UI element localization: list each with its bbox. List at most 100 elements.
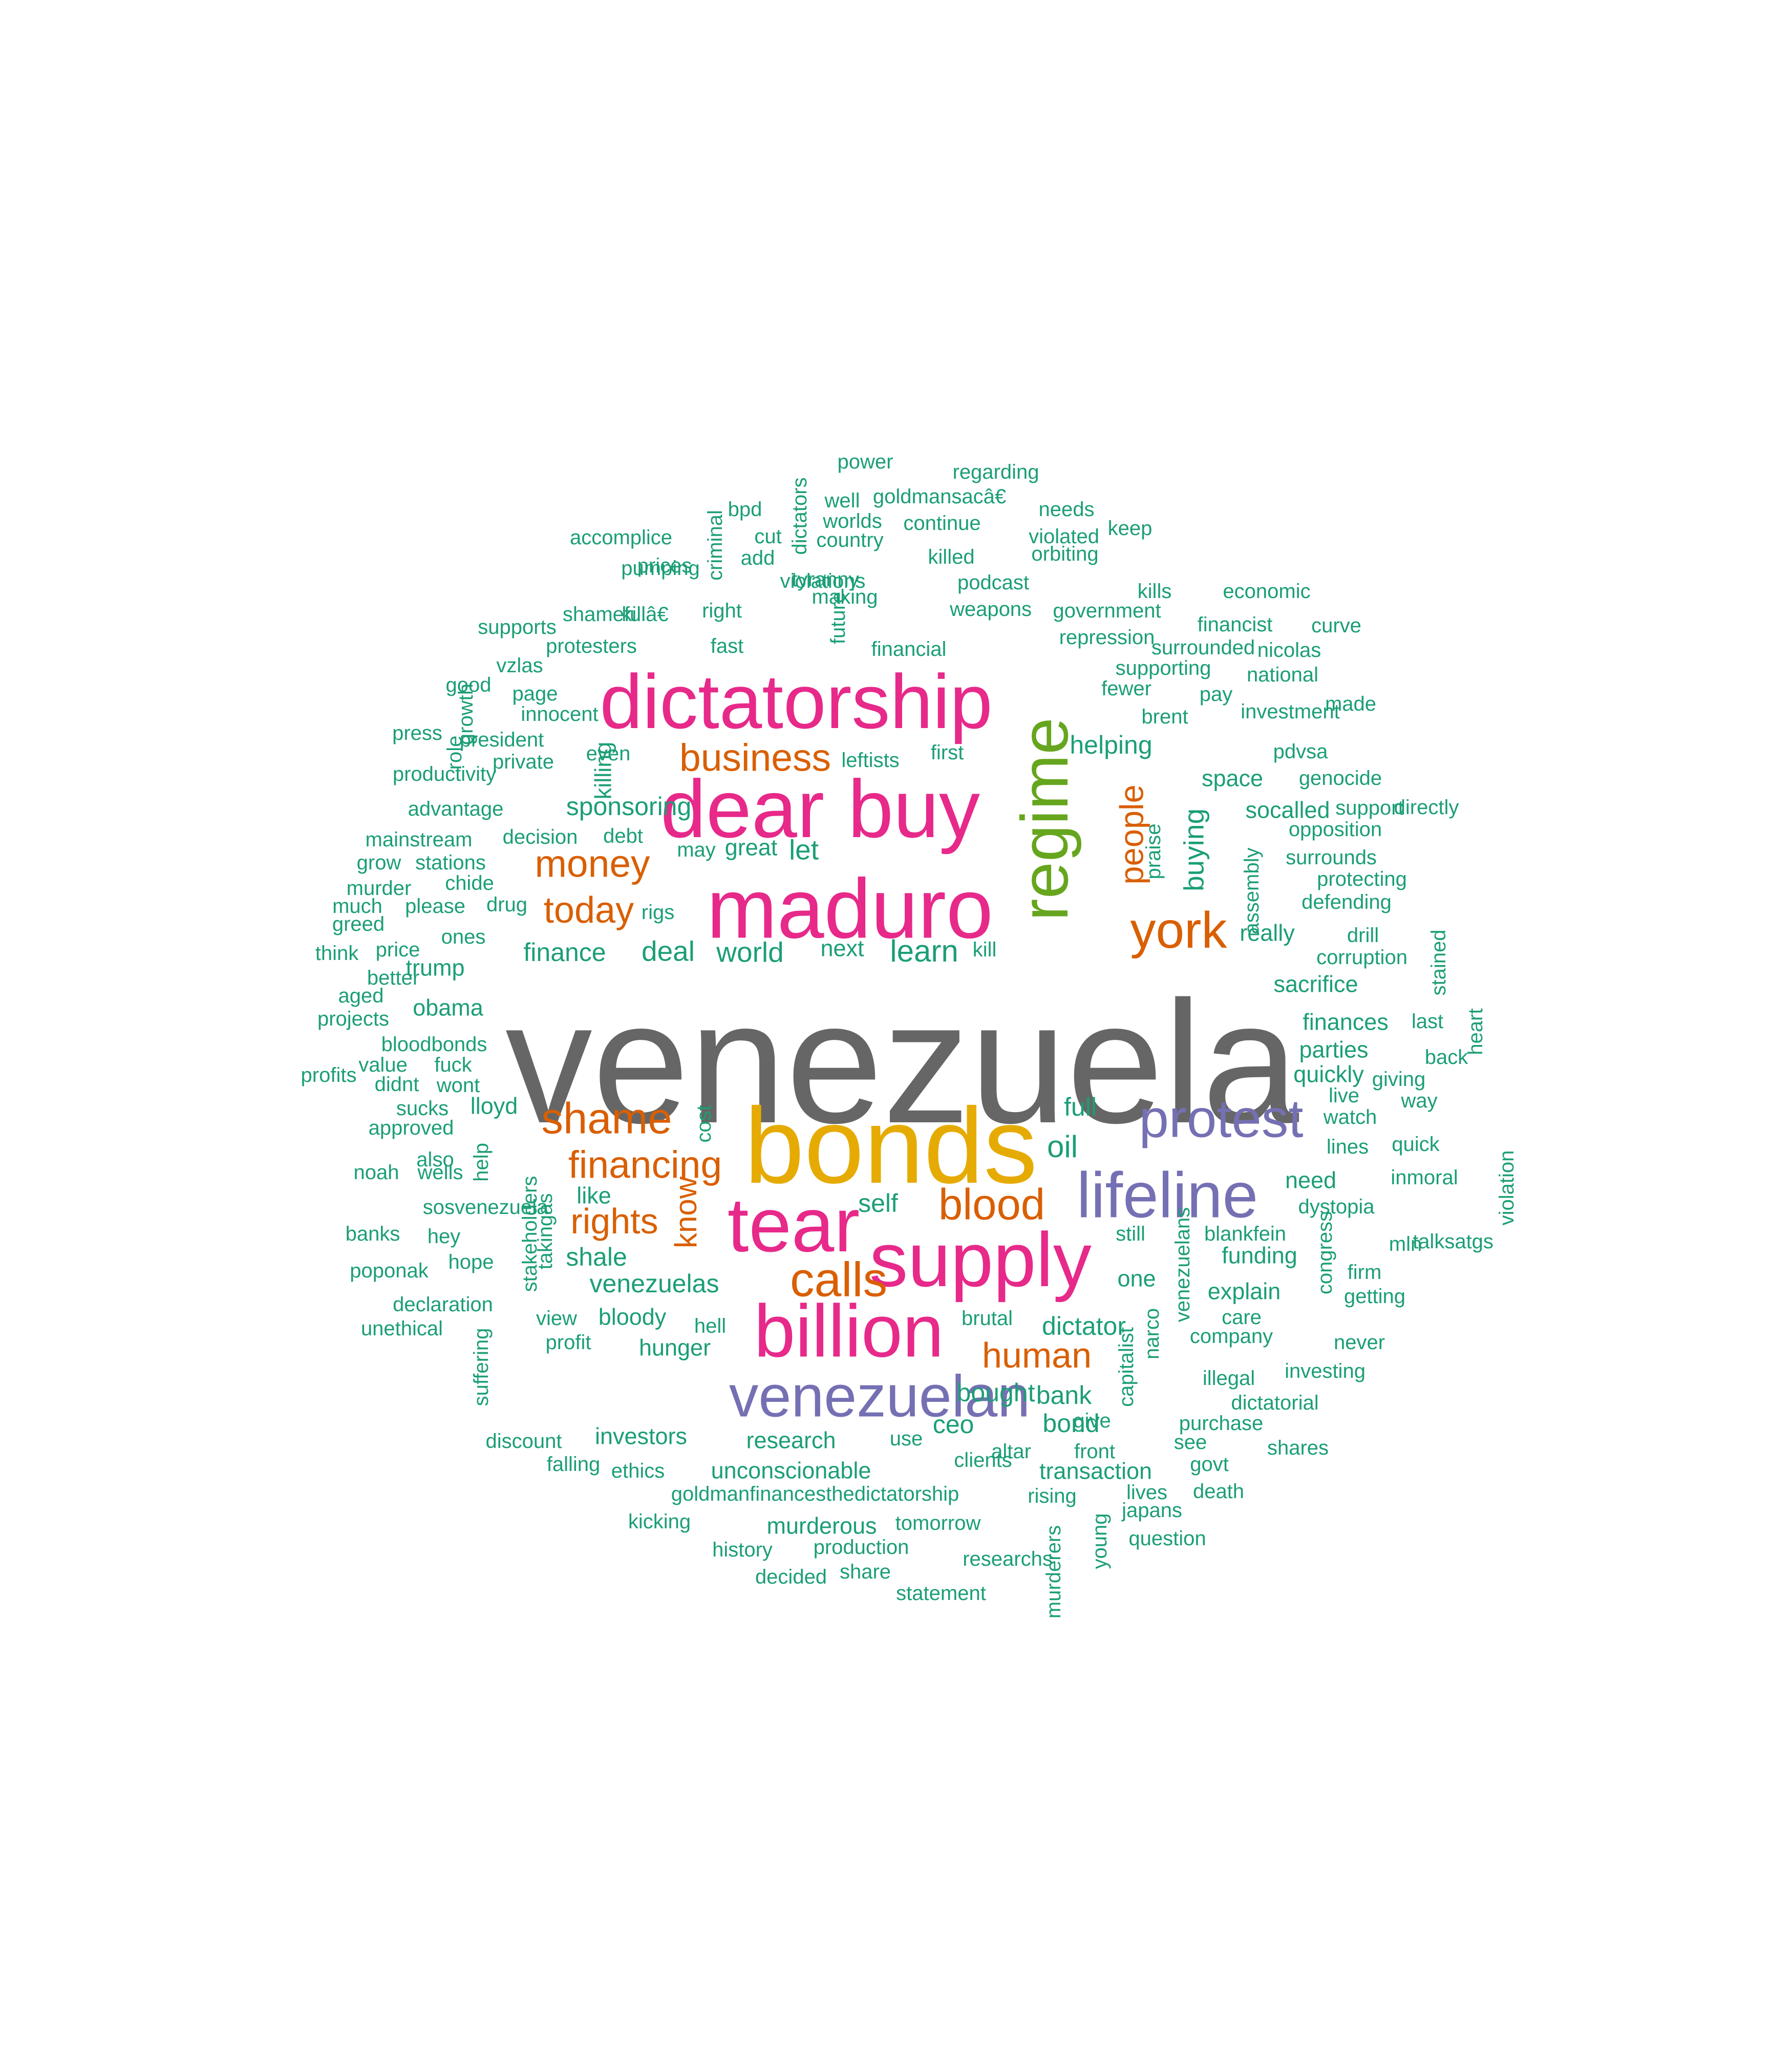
cloud-word: even [586,742,631,765]
cloud-word: full [1064,1093,1097,1121]
cloud-word: really [1240,920,1295,946]
cloud-word: dystopia [1298,1196,1375,1218]
cloud-word: profits [301,1064,357,1086]
cloud-word: quickly [1293,1061,1364,1087]
cloud-word: violations [780,570,866,592]
cloud-word: curve [1311,614,1361,637]
cloud-word: inmoral [1391,1166,1458,1189]
cloud-word: future [827,591,849,645]
cloud-word: help [470,1143,493,1182]
cloud-word: continue [903,512,981,535]
cloud-word: unconscionable [711,1457,871,1484]
cloud-word: weapons [949,598,1032,621]
cloud-word: advantage [408,798,504,820]
cloud-word: value [358,1054,408,1076]
cloud-word: supporting [1115,657,1211,679]
cloud-word: altar [991,1440,1031,1463]
cloud-word: tyranny [792,568,859,591]
cloud-word: question [1128,1527,1206,1550]
cloud-word: approved [368,1117,454,1139]
cloud-word: production [813,1536,909,1559]
cloud-word: research [746,1427,836,1454]
cloud-word: watch [1323,1106,1377,1128]
cloud-word: buying [1178,808,1210,892]
cloud-word: chide [445,872,494,894]
cloud-word: please [405,895,465,918]
cloud-word: innocent [521,703,599,726]
cloud-word: add [740,547,775,569]
cloud-word: brutal [961,1307,1013,1330]
cloud-word: bpd [728,498,762,521]
cloud-word: much [332,895,382,918]
cloud-word: accomplice [569,526,673,549]
cloud-word: orbiting [1031,543,1099,565]
cloud-word: researchs [963,1548,1053,1570]
cloud-word: statement [896,1582,986,1605]
cloud-word: needs [1038,498,1095,521]
cloud-word: today [543,890,634,931]
cloud-word: violated [1029,525,1099,548]
cloud-word: greed [332,913,385,935]
cloud-word: purchase [1179,1412,1264,1435]
cloud-word: firm [1347,1261,1382,1284]
cloud-word: murderers [1042,1525,1065,1619]
cloud-word: congress [1314,1211,1336,1295]
cloud-word: dictators [788,477,811,555]
cloud-word: kills [1137,580,1172,603]
cloud-word: poponak [350,1260,429,1282]
cloud-word: funding [1222,1242,1297,1269]
cloud-word: noah [353,1161,399,1184]
cloud-word: back [1424,1046,1468,1069]
cloud-word: need [1285,1167,1337,1193]
cloud-word: price [375,938,420,961]
cloud-word: nicolas [1257,639,1321,662]
cloud-word: financial [871,638,947,660]
cloud-word: world [716,936,784,968]
cloud-word: regime [1007,717,1082,921]
cloud-word: bought [956,1378,1035,1407]
cloud-word: goldmansacâ€ [872,485,1007,508]
cloud-word: maduro [707,861,993,956]
cloud-word: projects [317,1008,390,1030]
cloud-word: genocide [1298,767,1382,790]
cloud-word: may [677,839,716,861]
cloud-word: bond [1042,1409,1100,1438]
cloud-word: making [812,586,878,608]
cloud-word: great [724,834,778,861]
cloud-word: front [1074,1440,1116,1463]
cloud-word: hey [427,1225,461,1248]
cloud-word: goldmanfinancesthedictatorship [671,1483,959,1505]
cloud-word: page [512,682,558,705]
cloud-word: debt [603,825,643,847]
cloud-word: mln [1389,1233,1422,1255]
cloud-word: didnt [374,1073,419,1096]
cloud-word: illegal [1202,1367,1255,1390]
cloud-word: protest [1139,1089,1304,1149]
cloud-word: capitalist [1115,1327,1138,1407]
cloud-word: one [1117,1265,1156,1292]
cloud-word: shameful [562,603,646,626]
cloud-word: first [930,741,964,764]
cloud-word: history [712,1539,773,1561]
cloud-word: grow [356,851,401,874]
cloud-word: pumping [621,557,700,580]
cloud-word: rights [570,1201,658,1241]
cloud-word: protesters [546,635,637,657]
cloud-word: better [367,967,420,989]
cloud-word: buy [848,763,980,855]
cloud-word: fast [710,635,744,657]
cloud-word: self [858,1189,898,1218]
cloud-word: dictatorial [1231,1392,1319,1414]
cloud-word: getting [1343,1285,1406,1308]
cloud-word: helping [1070,731,1153,759]
cloud-word: hope [448,1251,494,1273]
cloud-word: know [669,1176,703,1249]
cloud-word: praise [1142,823,1165,880]
cloud-word: shame [541,1094,672,1143]
cloud-word: live [1328,1084,1360,1107]
cloud-word: blankfein [1204,1223,1287,1245]
cloud-word: japans [1122,1499,1182,1522]
cloud-word: cut [754,525,782,548]
cloud-word: made [1325,693,1377,715]
cloud-word: use [889,1427,923,1450]
